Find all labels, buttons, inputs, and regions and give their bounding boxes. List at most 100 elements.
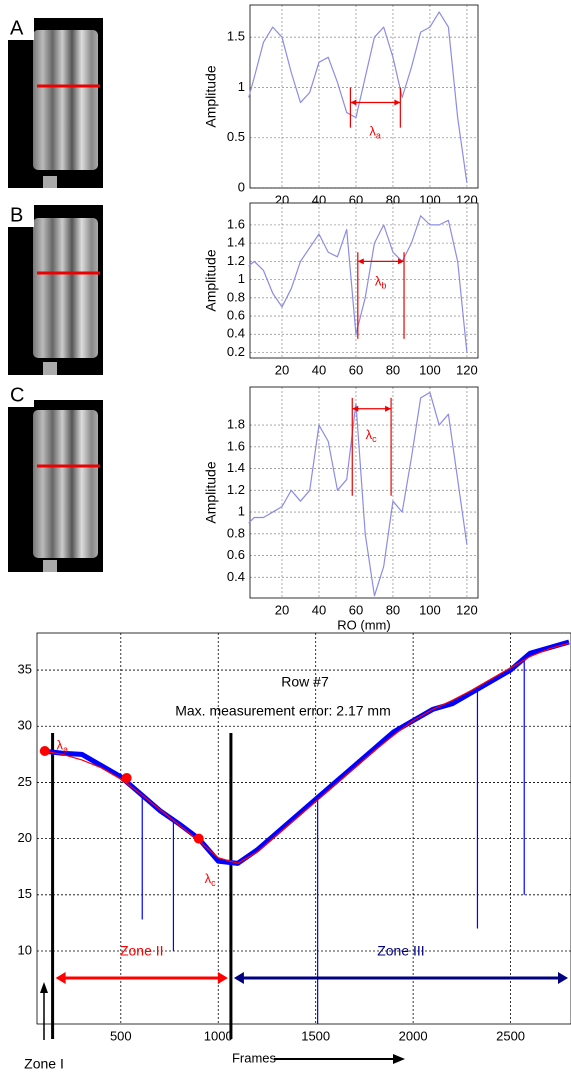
x-tick-label: 500 xyxy=(110,1028,132,1043)
x-tick-label: 2000 xyxy=(399,1028,428,1043)
lambda-subscript: c xyxy=(211,879,216,889)
arrow-head xyxy=(217,972,228,984)
arrow-head xyxy=(350,99,357,106)
y-tick-label: 1.4 xyxy=(227,460,245,475)
x-tick-label: 40 xyxy=(312,362,326,377)
lambda-symbol: λ xyxy=(369,124,376,139)
y-axis-label: Amplitude xyxy=(203,461,219,523)
x-tick-label: 40 xyxy=(312,602,326,617)
image-c xyxy=(8,400,103,572)
panel-letter-box xyxy=(8,18,34,40)
marker xyxy=(121,772,132,783)
plot-area xyxy=(250,203,478,358)
arrow-head xyxy=(385,405,392,412)
y-tick-label: 0.4 xyxy=(227,569,245,584)
y-tick-label: 0.5 xyxy=(227,129,245,144)
panel-letter: B xyxy=(10,204,23,226)
plot-area xyxy=(37,633,571,1024)
y-tick-label: 25 xyxy=(18,774,32,789)
y-tick-label: 1.5 xyxy=(227,29,245,44)
arrow-head xyxy=(40,982,48,993)
y-tick-label: 1.4 xyxy=(227,235,245,250)
image-a xyxy=(8,18,103,188)
lambda-label: λb xyxy=(375,274,387,291)
lambda-subscript: a xyxy=(376,131,381,141)
y-tick-label: 0.6 xyxy=(227,307,245,322)
lambda-label: λc xyxy=(366,427,378,444)
plot-frame xyxy=(249,202,479,359)
x-tick-label: 100 xyxy=(419,362,441,377)
series-line xyxy=(248,11,468,184)
y-tick-label: 1.6 xyxy=(227,216,245,231)
plot-area xyxy=(250,5,478,188)
lambda-symbol: λ xyxy=(375,274,382,289)
zone-label: Zone III xyxy=(377,943,424,959)
lambda-symbol: λ xyxy=(205,872,212,887)
series-line xyxy=(248,391,468,597)
x-tick-label: 60 xyxy=(349,362,363,377)
y-tick-label: 1.8 xyxy=(227,417,245,432)
y-tick-label: 0 xyxy=(238,179,245,194)
y-tick-label: 1.6 xyxy=(227,438,245,453)
y-tick-label: 15 xyxy=(18,886,32,901)
zone-label: Zone I xyxy=(24,1056,64,1072)
marker xyxy=(193,833,204,844)
x-tick-label: 120 xyxy=(456,602,478,617)
lambda-label: λa xyxy=(369,124,381,141)
x-tick-label: 2500 xyxy=(496,1028,525,1043)
y-tick-label: 35 xyxy=(18,662,32,677)
lambda-subscript: c xyxy=(372,434,377,444)
arrow-head xyxy=(357,258,364,265)
arrow-head xyxy=(394,99,401,106)
y-tick-label: 1 xyxy=(238,79,245,94)
x-tick-label: 80 xyxy=(386,362,400,377)
arrow-head xyxy=(398,258,405,265)
arrow-head xyxy=(352,405,359,412)
arrow-head xyxy=(558,972,568,984)
lambda-subscript: b xyxy=(381,281,386,291)
chart-title: Row #7 xyxy=(281,674,329,690)
y-tick-label: 10 xyxy=(18,942,32,957)
x-tick-label: 100 xyxy=(419,602,441,617)
x-axis-label: Frames xyxy=(232,1050,277,1065)
panel-letter: C xyxy=(10,384,24,406)
y-tick-label: 20 xyxy=(18,830,32,845)
y-tick-label: 1 xyxy=(238,271,245,286)
lambda-symbol: λ xyxy=(56,738,63,753)
x-tick-label: 1000 xyxy=(204,1028,233,1043)
y-tick-label: 0.8 xyxy=(227,525,245,540)
arrow-head xyxy=(233,972,244,984)
arrow-head xyxy=(55,972,66,984)
chart-subtitle: Max. measurement error: 2.17 mm xyxy=(175,703,391,719)
plot-frame xyxy=(249,386,479,599)
y-axis-label: Amplitude xyxy=(203,249,219,311)
y-tick-label: 0.8 xyxy=(227,289,245,304)
x-axis-label: RO (mm) xyxy=(337,617,390,632)
y-tick-label: 0.2 xyxy=(227,344,245,359)
x-tick-label: 60 xyxy=(349,602,363,617)
y-tick-label: 1.2 xyxy=(227,253,245,268)
lambda-label: λa xyxy=(56,738,68,755)
x-tick-label: 1500 xyxy=(301,1028,330,1043)
panel-letter-box xyxy=(8,205,34,227)
panel-letter: A xyxy=(10,17,24,39)
frames-arrow xyxy=(274,1054,405,1064)
x-tick-label: 80 xyxy=(386,602,400,617)
series-line xyxy=(42,642,570,864)
image-b xyxy=(8,205,103,375)
plot-frame xyxy=(249,4,479,189)
marker xyxy=(39,745,50,756)
lambda-subscript: a xyxy=(63,745,68,755)
lambda-label: λc xyxy=(205,872,217,889)
y-tick-label: 30 xyxy=(18,718,32,733)
y-tick-label: 1.2 xyxy=(227,482,245,497)
y-tick-label: 0.6 xyxy=(227,547,245,562)
y-tick-label: 0.4 xyxy=(227,326,245,341)
zone-label: Zone II xyxy=(120,943,164,959)
y-tick-label: 1 xyxy=(238,504,245,519)
series-line xyxy=(42,639,570,866)
y-axis-label: Amplitude xyxy=(203,65,219,127)
lambda-symbol: λ xyxy=(366,427,373,442)
x-tick-label: 20 xyxy=(275,602,289,617)
